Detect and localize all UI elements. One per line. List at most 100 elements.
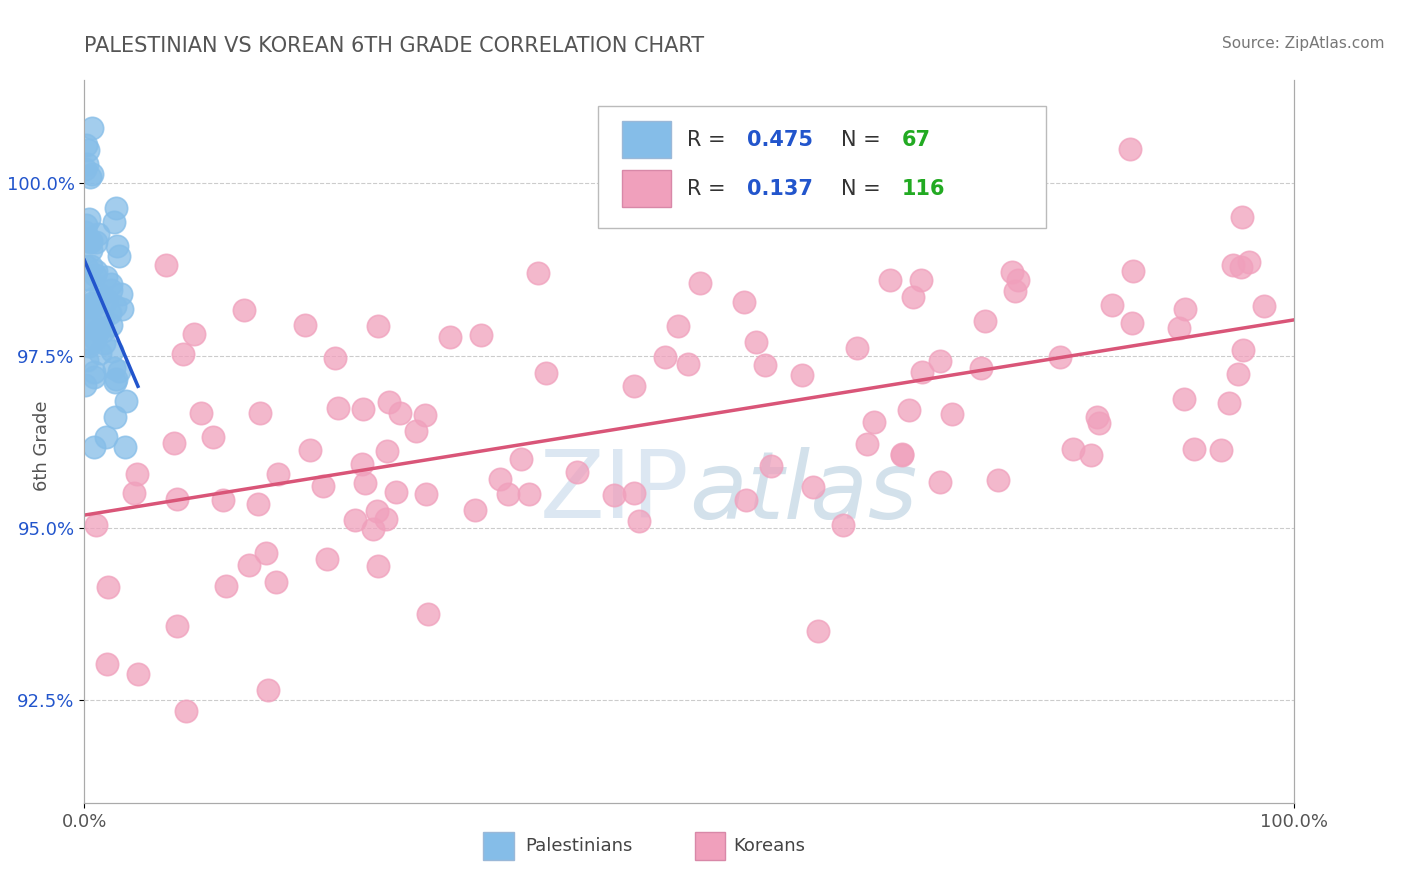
Point (1001, 265, 1024, 279)
Point (1122, 264, 1144, 278)
Point (267, 467, 290, 481)
Point (439, 329, 461, 343)
Point (155, 258, 177, 272)
Point (73, 161, 96, 176)
Point (352, 401, 374, 416)
Point (104, 375, 127, 389)
Point (77, 232, 100, 246)
Point (676, 357, 699, 371)
Point (166, 618, 188, 632)
Point (312, 478, 335, 492)
Point (101, 343, 124, 358)
Point (257, 682, 280, 697)
Point (76, 300, 98, 314)
Point (100, 306, 122, 320)
Bar (484, 832, 513, 860)
Point (754, 359, 776, 373)
Point (83, 332, 105, 346)
Point (416, 607, 439, 621)
Point (510, 452, 533, 467)
Point (80, 296, 103, 310)
Point (105, 372, 128, 386)
Point (1182, 442, 1205, 457)
Point (77, 318, 100, 333)
Text: ZIP: ZIP (540, 446, 689, 538)
Text: PALESTINIAN VS KOREAN 6TH GRADE CORRELATION CHART: PALESTINIAN VS KOREAN 6TH GRADE CORRELAT… (84, 36, 704, 55)
Point (87, 323, 110, 337)
Point (80, 243, 103, 257)
Point (96, 430, 118, 444)
Point (1167, 321, 1189, 335)
Point (87, 323, 110, 337)
Point (863, 415, 886, 429)
Point (75, 138, 97, 153)
Point (879, 273, 901, 287)
Point (367, 319, 389, 334)
Point (84, 235, 107, 249)
Point (83, 370, 105, 384)
Point (93, 311, 115, 326)
Point (517, 487, 540, 501)
Point (378, 395, 401, 409)
Point (1222, 258, 1244, 272)
Point (89, 345, 111, 359)
Point (565, 465, 588, 479)
Point (911, 365, 934, 379)
Point (100, 277, 122, 292)
Point (801, 479, 824, 493)
Point (1007, 273, 1029, 287)
Point (80, 235, 103, 249)
Point (1119, 142, 1142, 156)
Point (1237, 255, 1260, 269)
Point (100, 318, 122, 333)
Point (100, 283, 122, 297)
Point (83, 365, 105, 379)
Point (628, 514, 651, 528)
Point (75, 259, 97, 273)
Point (97, 580, 120, 594)
Point (898, 403, 921, 417)
Point (603, 488, 626, 502)
Point (891, 447, 914, 461)
Point (162, 435, 184, 450)
Point (389, 406, 412, 420)
Point (856, 437, 879, 451)
Point (77, 339, 100, 353)
Point (183, 326, 205, 341)
Point (247, 497, 270, 511)
Point (1101, 298, 1123, 312)
Point (405, 424, 427, 438)
Point (76, 157, 98, 171)
Text: R =: R = (686, 178, 730, 199)
Point (77, 271, 100, 285)
Point (76, 299, 98, 313)
Point (103, 361, 125, 376)
Point (80, 121, 103, 136)
Point (105, 239, 128, 253)
Text: R =: R = (686, 129, 730, 150)
Point (1049, 350, 1071, 364)
Point (105, 201, 128, 215)
Point (254, 546, 277, 560)
Point (103, 215, 125, 229)
Point (1121, 317, 1143, 331)
Point (73, 271, 96, 285)
Point (654, 350, 676, 364)
Point (80, 167, 103, 181)
Point (987, 473, 1010, 487)
Point (367, 559, 389, 574)
Point (110, 286, 132, 301)
Text: N =: N = (841, 178, 886, 199)
Point (790, 368, 813, 382)
Point (733, 295, 755, 310)
Point (202, 430, 225, 444)
Text: 0.475: 0.475 (747, 129, 813, 150)
Point (845, 341, 868, 355)
Point (298, 443, 321, 458)
Point (89, 288, 111, 302)
Point (94, 293, 117, 308)
Point (73, 378, 96, 392)
Point (166, 492, 188, 507)
Point (127, 667, 149, 681)
Point (104, 410, 127, 425)
